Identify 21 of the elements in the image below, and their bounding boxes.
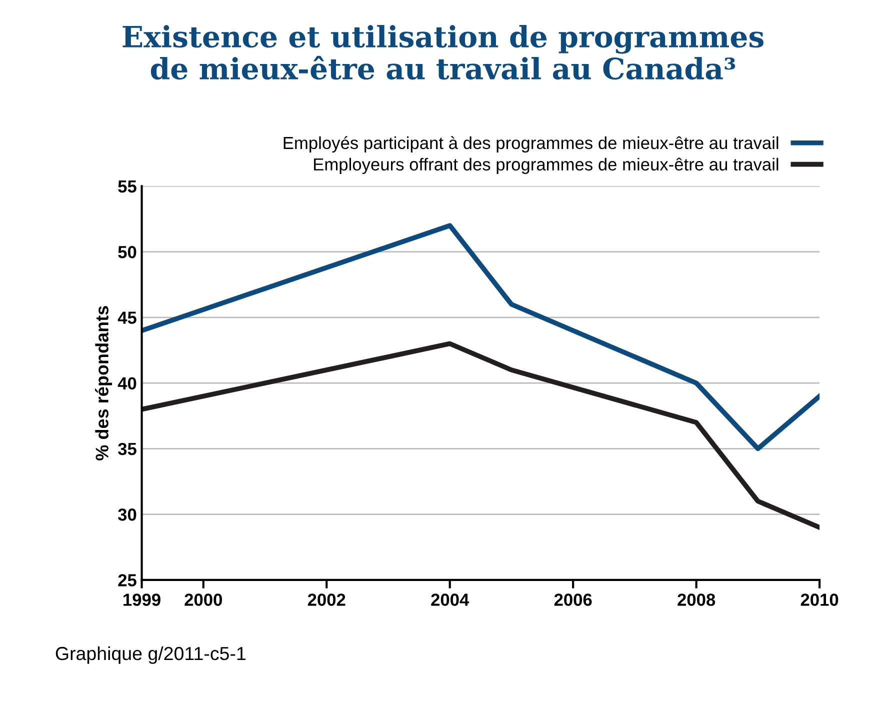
y-tick-label: 55 xyxy=(118,180,136,193)
y-tick-label: 30 xyxy=(118,508,136,521)
legend-label: Employeurs offrant des programmes de mieux-être au travail xyxy=(314,158,778,174)
x-tick-label: 2006 xyxy=(554,594,592,606)
y-tick-label: 40 xyxy=(118,377,136,390)
y-tick-label: 50 xyxy=(118,246,136,258)
chart-title: Existence et utilisation de programmes de mieux-être au travail au Canada³ xyxy=(122,25,764,80)
y-tick-label: 35 xyxy=(118,442,136,456)
y-axis-title: % des répondants xyxy=(95,306,112,460)
x-tick-label: 2002 xyxy=(308,594,346,606)
legend-label: Employés participant à des programmes de mieux-être au travail xyxy=(284,136,778,153)
x-tick-label: 2000 xyxy=(184,594,222,606)
x-tick-label: 2008 xyxy=(678,594,716,606)
x-tick-label: 1999 xyxy=(124,594,160,606)
text: Graphique g/2011-c5-1 xyxy=(56,646,246,664)
y-tick-label: 45 xyxy=(118,312,136,324)
x-tick-label: 2010 xyxy=(800,594,838,606)
line-series xyxy=(142,223,820,452)
y-tick-label: 25 xyxy=(118,574,136,586)
x-tick-label: 2004 xyxy=(431,594,470,606)
line-series xyxy=(142,341,820,530)
